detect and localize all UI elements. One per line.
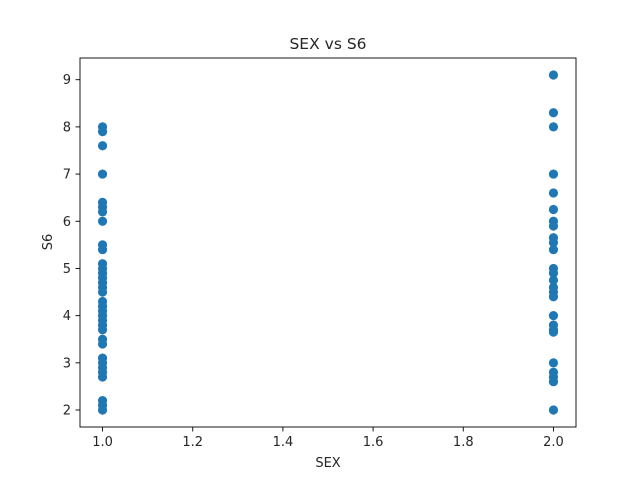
scatter-point bbox=[548, 108, 559, 118]
y-tick-label: 9 bbox=[63, 73, 71, 88]
y-tick-label: 7 bbox=[63, 168, 71, 183]
plot-area bbox=[79, 57, 577, 428]
x-tick-label: 2.0 bbox=[543, 435, 564, 450]
y-axis-ticks: 2 3 4 5 6 7 8 9 bbox=[63, 73, 80, 419]
scatter-point bbox=[97, 405, 108, 415]
scatter-point bbox=[97, 372, 108, 382]
scatter-point bbox=[548, 311, 559, 321]
x-tick-label: 1.4 bbox=[273, 435, 294, 450]
scatter-point bbox=[97, 141, 108, 151]
scatter-point bbox=[97, 169, 108, 179]
y-tick-label: 4 bbox=[63, 309, 71, 324]
scatter-point bbox=[97, 207, 108, 217]
x-axis-ticks: 1.0 1.2 1.4 1.6 1.8 2.0 bbox=[92, 427, 564, 450]
y-tick-label: 8 bbox=[63, 120, 71, 135]
x-tick-label: 1.0 bbox=[92, 435, 113, 450]
y-axis-label: S6 bbox=[41, 234, 56, 251]
scatter-point bbox=[548, 377, 559, 387]
scatter-point bbox=[548, 292, 559, 302]
scatter-point bbox=[548, 122, 559, 132]
scatter-point bbox=[548, 268, 559, 278]
scatter-point bbox=[548, 358, 559, 368]
scatter-point bbox=[548, 188, 559, 198]
scatter-point bbox=[548, 244, 559, 255]
x-tick-label: 1.6 bbox=[363, 435, 384, 450]
scatter-point bbox=[97, 216, 108, 226]
scatter-point bbox=[97, 339, 108, 349]
points-layer bbox=[97, 70, 559, 415]
scatter-point bbox=[97, 287, 108, 297]
y-tick-label: 2 bbox=[63, 404, 71, 419]
axes-frame bbox=[79, 57, 577, 428]
scatter-point bbox=[548, 221, 559, 231]
scatter-point bbox=[548, 169, 559, 179]
y-tick-label: 3 bbox=[63, 356, 71, 371]
scatter-point bbox=[548, 70, 559, 80]
x-tick-label: 1.2 bbox=[182, 435, 203, 450]
x-axis-label: SEX bbox=[315, 456, 340, 471]
plot-background bbox=[80, 58, 576, 427]
chart-title: SEX vs S6 bbox=[289, 35, 366, 53]
y-tick-label: 5 bbox=[63, 262, 71, 277]
scatter-point bbox=[97, 127, 108, 137]
scatter-point bbox=[548, 275, 559, 285]
y-tick-label: 6 bbox=[63, 215, 71, 230]
x-tick-label: 1.8 bbox=[453, 435, 474, 450]
scatter-point bbox=[548, 204, 559, 215]
scatter-point bbox=[97, 244, 108, 255]
scatter-point bbox=[548, 237, 559, 248]
scatter-point bbox=[548, 405, 559, 415]
scatter-point bbox=[97, 325, 108, 335]
scatter-point bbox=[548, 327, 559, 337]
